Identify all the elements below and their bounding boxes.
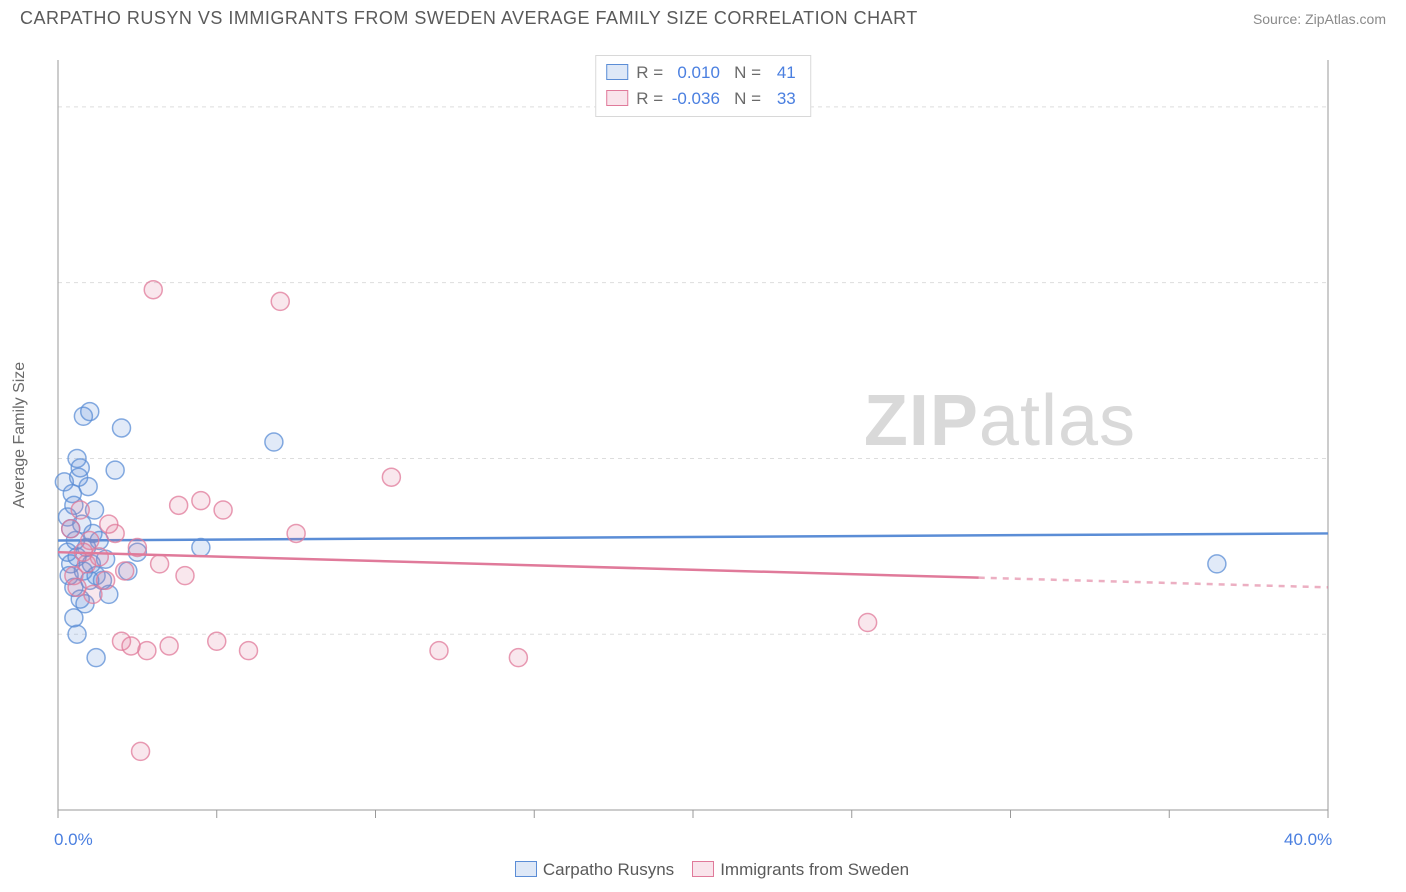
r-value: 0.010 <box>668 60 720 86</box>
stat-row: R = 0.010 N = 41 <box>606 60 796 86</box>
n-value: 41 <box>766 60 796 86</box>
series-legend: Carpatho Rusyns Immigrants from Sweden <box>0 860 1406 880</box>
page-title: CARPATHO RUSYN VS IMMIGRANTS FROM SWEDEN… <box>20 8 918 29</box>
watermark: ZIPatlas <box>864 380 1136 462</box>
y-axis-label: Average Family Size <box>11 362 29 508</box>
r-value: -0.036 <box>668 86 720 112</box>
legend-label: Immigrants from Sweden <box>720 860 909 879</box>
stat-row: R = -0.036 N = 33 <box>606 86 796 112</box>
legend-item: Carpatho Rusyns <box>497 860 674 879</box>
swatch-icon <box>606 90 628 106</box>
stats-legend-box: R = 0.010 N = 41R = -0.036 N = 33 <box>595 55 811 117</box>
correlation-chart: Average Family Size 2.753.504.255.000.0%… <box>48 50 1388 820</box>
swatch-icon <box>515 861 537 877</box>
n-label: N = <box>734 63 761 82</box>
swatch-icon <box>692 861 714 877</box>
legend-label: Carpatho Rusyns <box>543 860 674 879</box>
legend-item: Immigrants from Sweden <box>674 860 909 879</box>
x-tick-min: 0.0% <box>54 830 93 850</box>
source-label: Source: ZipAtlas.com <box>1253 11 1386 27</box>
r-label: R = <box>636 89 663 108</box>
n-label: N = <box>734 89 761 108</box>
r-label: R = <box>636 63 663 82</box>
x-tick-max: 40.0% <box>1284 830 1332 850</box>
chart-svg <box>48 50 1388 820</box>
swatch-icon <box>606 64 628 80</box>
n-value: 33 <box>766 86 796 112</box>
